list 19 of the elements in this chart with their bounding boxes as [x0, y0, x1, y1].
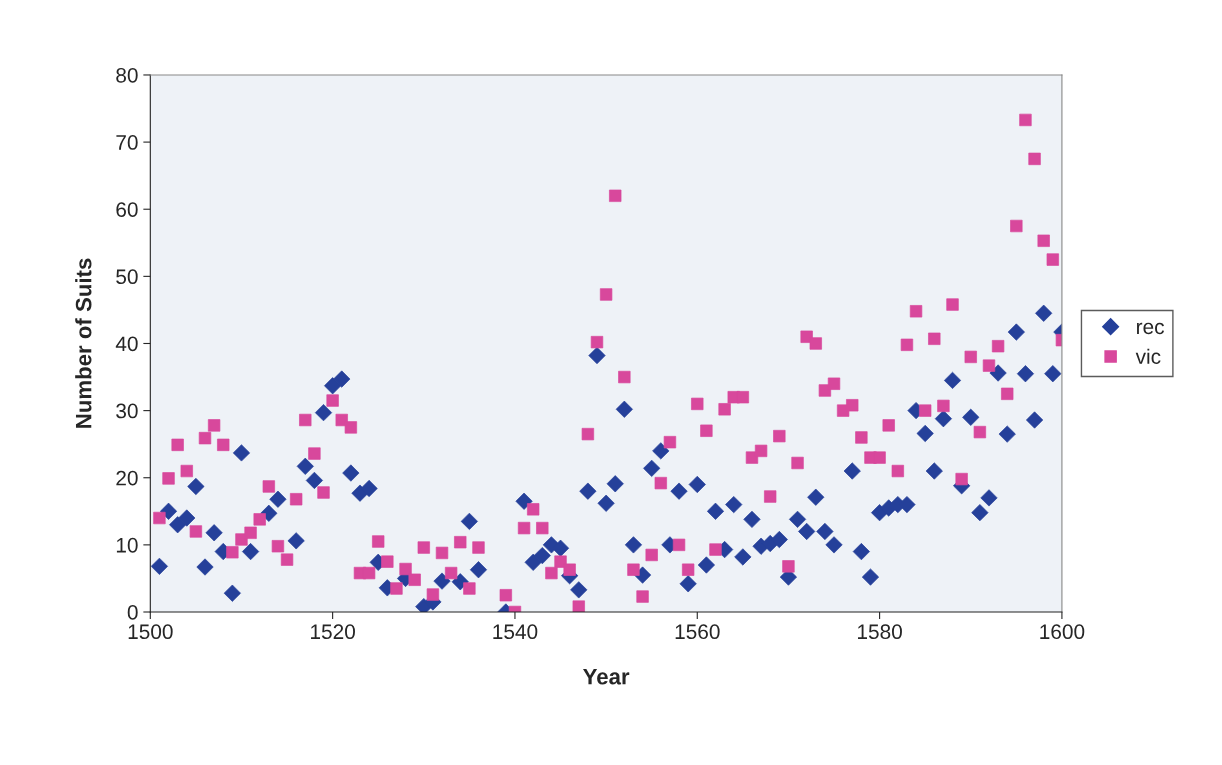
- x-tick-label: 1520: [311, 624, 355, 640]
- x-tick-label: 1500: [128, 624, 173, 640]
- legend-label: rec: [1137, 322, 1165, 335]
- y-tick-label: 0: [127, 605, 138, 620]
- x-tick-label: 1560: [675, 624, 720, 640]
- y-tick-label: 50: [116, 269, 138, 285]
- y-tick-label: 20: [116, 470, 138, 486]
- y-tick-label: 30: [116, 403, 138, 419]
- x-tick-label: 1580: [858, 624, 902, 640]
- y-tick-label: 40: [115, 336, 138, 352]
- y-axis-title: Number of Suits: [75, 258, 92, 428]
- y-tick-label: 80: [116, 67, 138, 83]
- y-tick-label: 60: [116, 202, 138, 217]
- x-tick-label: 1540: [493, 624, 538, 640]
- y-tick-label: 70: [116, 135, 138, 150]
- legend-label: vic: [1135, 348, 1161, 364]
- y-tick-label: 10: [116, 537, 138, 553]
- x-axis-title: Year: [583, 669, 630, 685]
- x-tick-label: 1600: [1040, 624, 1085, 640]
